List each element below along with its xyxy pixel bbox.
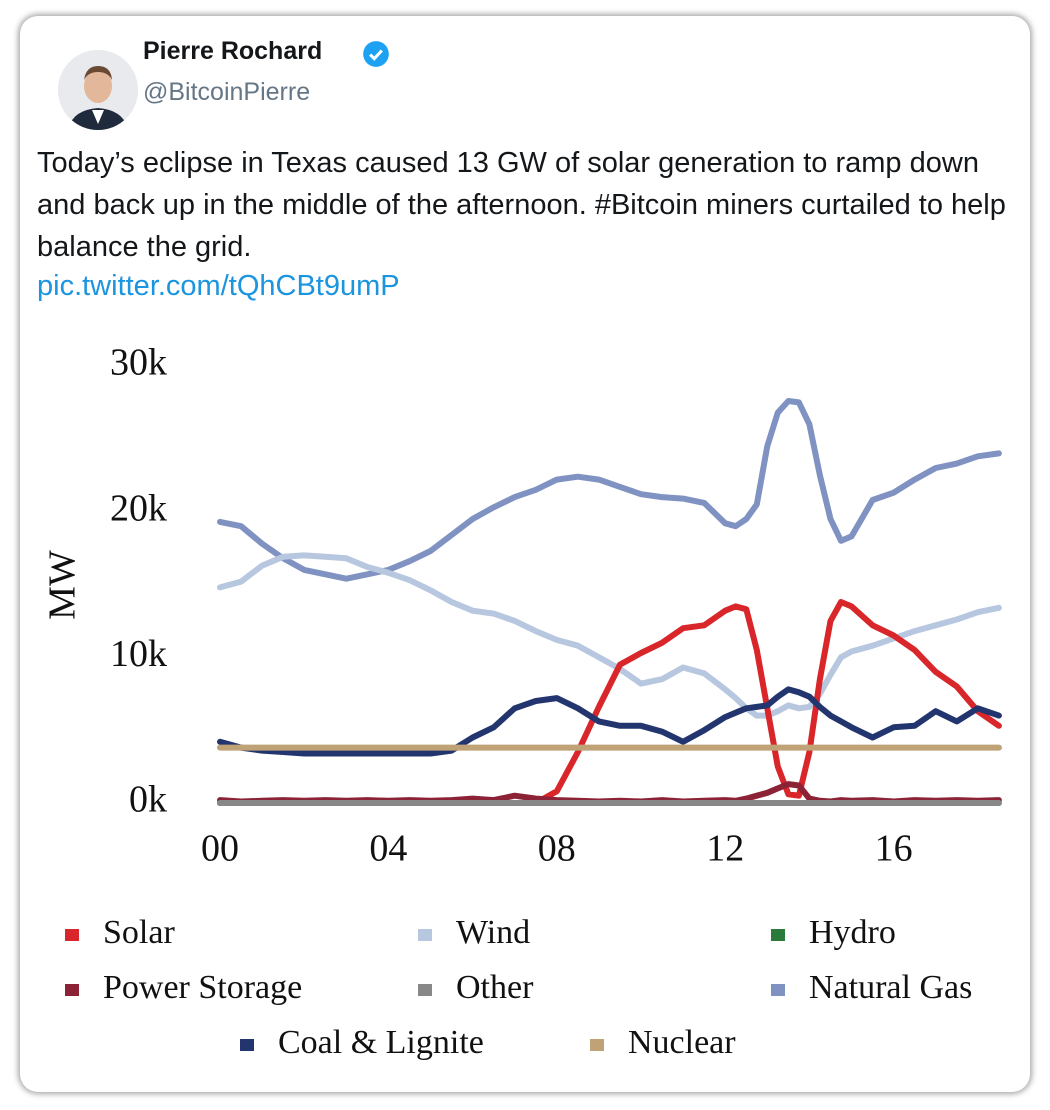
avatar[interactable] [58, 50, 138, 130]
y-tick-label: 20k [110, 487, 167, 529]
tweet-card: Pierre Rochard @BitcoinPierre Today’s ec… [20, 16, 1030, 1092]
legend-marker [418, 929, 432, 941]
legend-marker [771, 929, 785, 941]
series-line [217, 552, 1002, 719]
x-tick-label: 12 [706, 828, 744, 870]
avatar-image [58, 50, 138, 130]
series-line [217, 398, 1002, 582]
x-tick-label: 08 [538, 828, 576, 870]
legend-marker [590, 1039, 604, 1051]
legend-marker [240, 1039, 254, 1051]
display-name[interactable]: Pierre Rochard [143, 37, 323, 65]
series-line [217, 686, 1002, 757]
x-tick-label: 04 [369, 828, 407, 870]
legend-label: Other [456, 969, 534, 1006]
legend-marker [418, 984, 432, 996]
y-axis-label: MW [42, 550, 84, 620]
series-line [217, 781, 1002, 805]
y-tick-label: 10k [110, 633, 167, 675]
legend-marker [65, 929, 79, 941]
legend-label: Natural Gas [809, 969, 972, 1006]
handle[interactable]: @BitcoinPierre [143, 78, 311, 106]
legend-label: Wind [456, 914, 530, 951]
legend-label: Power Storage [103, 969, 302, 1006]
tweet-link[interactable]: pic.twitter.com/tQhCBt9umP [37, 270, 400, 302]
legend-label: Coal & Lignite [278, 1024, 484, 1061]
series-line [217, 599, 1002, 806]
legend-label: Hydro [809, 914, 896, 951]
y-tick-label: 0k [129, 779, 167, 821]
x-tick-label: 16 [875, 828, 913, 870]
legend-label: Nuclear [628, 1024, 736, 1061]
tweet-text: Today’s eclipse in Texas caused 13 GW of… [37, 147, 1006, 263]
verified-badge [363, 41, 389, 67]
legend-marker [65, 984, 79, 996]
x-tick-label: 00 [201, 828, 239, 870]
legend-label: Solar [103, 914, 175, 951]
y-tick-label: 30k [110, 342, 167, 384]
legend-marker [771, 984, 785, 996]
